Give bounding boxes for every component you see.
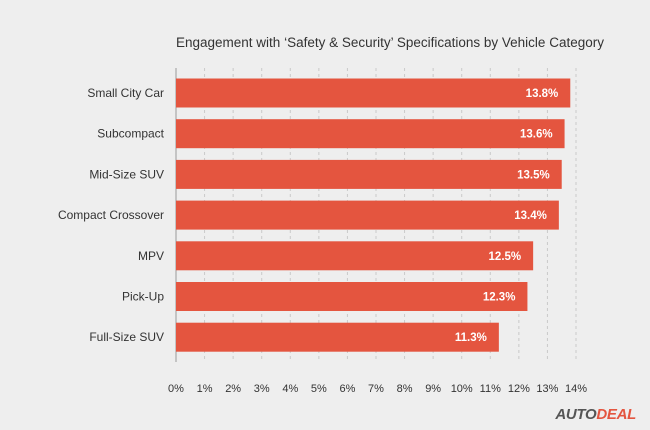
category-label: Compact Crossover [58,208,164,222]
bar-value-label: 13.5% [517,169,550,181]
bar [176,78,571,108]
autodeal-logo: AUTODEAL [555,406,636,423]
category-label: Mid-Size SUV [89,167,164,181]
x-tick-label: 13% [536,383,558,395]
category-label: Pick-Up [122,290,164,304]
logo-deal-text: DEAL [596,406,636,423]
x-tick-label: 12% [508,383,530,395]
bar-value-label: 13.4% [514,210,547,222]
bar [176,282,528,311]
x-tick-label: 10% [451,383,473,395]
x-tick-label: 0% [168,383,184,395]
category-label: MPV [138,249,164,263]
x-tick-label: 14% [565,383,587,395]
logo-auto-text: AUTO [555,406,597,423]
bar-value-label: 13.8% [526,88,559,100]
bar [176,119,565,149]
bar [176,159,562,189]
bar-value-label: 12.3% [483,292,516,304]
x-tick-label: 5% [311,383,327,395]
bar [176,241,534,271]
x-tick-label: 6% [339,383,355,395]
x-tick-label: 3% [254,383,270,395]
x-tick-label: 2% [225,383,241,395]
bar [176,322,499,352]
chart-title: Engagement with ‘Safety & Security’ Spec… [176,35,604,50]
bar-value-label: 13.6% [520,129,553,141]
category-labels: Small City Car Subcompact Mid-Size SUV Comp… [58,86,165,344]
bar-value-label: 11.3% [455,332,487,344]
bar [176,200,559,230]
x-tick-label: 8% [397,383,413,395]
x-tick-label: 11% [480,383,501,395]
category-label: Full-Size SUV [89,330,164,344]
x-tick-label: 1% [197,383,213,395]
x-tick-label: 4% [282,383,298,395]
x-tick-label: 9% [425,383,441,395]
category-label: Subcompact [97,127,164,141]
x-tick-label: 7% [368,383,384,395]
x-axis-tick-labels: 0% 1% 2% 3% 4% 5% 6% 7% 8% 9% 10% 11% 12% 13% 14% [168,383,587,395]
bars: 13.8% 13.6% 13.5% 13.4% 12.5% 12.3% 11.3% [176,78,571,352]
bar-value-label: 12.5% [489,251,522,263]
category-label: Small City Car [87,86,164,100]
